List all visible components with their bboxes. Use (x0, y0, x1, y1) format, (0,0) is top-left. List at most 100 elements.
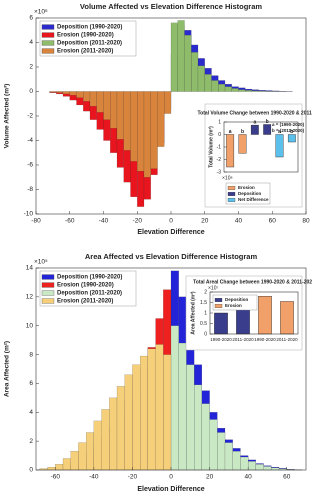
y-tick-label: 4 (29, 39, 33, 46)
y-tick-label: 12 (26, 294, 34, 301)
bar (226, 134, 235, 168)
legend-swatch (41, 48, 55, 54)
y-tick-label: -10 (24, 211, 34, 218)
histogram-bar (201, 403, 210, 471)
histogram-bar (89, 91, 97, 107)
legend-label: Erosion (2011-2020) (57, 299, 113, 305)
histogram-bar (137, 91, 145, 172)
x-axis-label: Elevation Difference (137, 486, 204, 493)
bar (287, 134, 296, 143)
histogram-bar (170, 22, 178, 92)
x-tick-label: -80 (31, 218, 41, 225)
histogram-bar (255, 464, 264, 471)
legend-swatch (41, 24, 55, 30)
x-tick-label: 80 (302, 218, 310, 225)
legend-swatch (41, 298, 55, 304)
x-tick-label: 20 (206, 474, 214, 481)
y-tick-label: 14 (26, 265, 34, 272)
y-tick-label: -4 (27, 137, 33, 144)
histogram-bar (78, 442, 87, 471)
y-tick-label: 2 (29, 438, 33, 445)
y-tick-label: 2 (204, 289, 207, 295)
legend-label: Deposition (2011-2020) (57, 291, 122, 297)
histogram-bar (177, 20, 185, 92)
legend-label: Erosion (1990-2020) (57, 283, 114, 289)
bar-label: b (290, 129, 293, 135)
histogram-bar (263, 466, 272, 471)
histogram-bar (109, 397, 118, 471)
x-tick-label: 40 (235, 218, 243, 225)
x-tick-label: 60 (269, 218, 277, 225)
annotation: a = (1990-2020) (272, 122, 305, 127)
histogram-bar (83, 91, 91, 102)
chart-title: Total Volume Change between 1990-2020 & … (197, 110, 312, 116)
legend-swatch (41, 274, 55, 280)
chart-title: Area Affected vs Elevation Difference Hi… (85, 252, 258, 261)
bar (280, 301, 294, 335)
legend-label: Deposition (225, 297, 249, 302)
histogram-bar (191, 52, 199, 92)
histogram-bar (209, 419, 218, 471)
histogram-bar (130, 91, 138, 162)
y-tick-label: 10 (26, 322, 34, 329)
histogram-bar (62, 458, 71, 471)
y-tick-label: -8 (27, 186, 33, 193)
histogram-bar (238, 89, 246, 92)
histogram-bar (157, 91, 165, 147)
bar-label: a (253, 119, 256, 125)
histogram-bar (76, 91, 84, 98)
histogram-bar (271, 467, 280, 471)
histogram-bar (170, 325, 179, 471)
legend-label: Erosion (238, 185, 255, 190)
y-exponent: ×10⁶ (34, 9, 48, 16)
histogram-bar (147, 348, 156, 471)
histogram-bar (62, 91, 70, 95)
x-tick-label: -20 (133, 218, 143, 225)
x-tick-label: -60 (51, 474, 61, 481)
legend-label: Deposition (238, 191, 262, 196)
histogram-bar (93, 420, 102, 471)
x-tick-label: 2011-2020 (276, 337, 298, 342)
histogram-bar (116, 91, 124, 140)
x-tick-label: -40 (89, 474, 99, 481)
legend-label: Erosion (225, 303, 242, 308)
legend-label: Erosion (1990-2020) (57, 33, 114, 39)
x-tick-label: -60 (65, 218, 75, 225)
y-tick-label: 0 (29, 88, 33, 95)
legend-swatch (41, 282, 55, 288)
plot-frame (35, 17, 307, 215)
legend-box (39, 270, 137, 307)
y-tick-label: 8 (29, 351, 33, 358)
legend-swatch (214, 304, 223, 308)
bar (214, 312, 228, 335)
histogram-bar (197, 65, 205, 92)
legend-box (212, 294, 258, 311)
y-exponent: ×10⁵ (34, 259, 48, 266)
histogram-bar (178, 342, 187, 471)
histogram-bar (103, 91, 111, 120)
histogram-bar (140, 355, 148, 471)
y-tick-label: 2 (29, 64, 33, 71)
chart-title: Volume Affected vs Elevation Difference … (80, 2, 262, 11)
figure: Volume Affected vs Elevation Difference … (4, 2, 312, 493)
histogram-bar (69, 91, 77, 96)
annotation: b = (2011-2020) (272, 128, 305, 133)
legend-swatch (41, 32, 55, 38)
histogram-bar (240, 456, 249, 471)
legend-box (39, 20, 137, 57)
x-tick-label: 60 (283, 474, 291, 481)
bar-label: a (229, 129, 232, 135)
y-tick-label: -2 (27, 113, 33, 120)
x-tick-label: 0 (169, 218, 173, 225)
plot-frame (223, 121, 299, 173)
legend-label: Deposition (2011-2020) (57, 41, 122, 47)
x-tick-label: -20 (128, 474, 138, 481)
bar (258, 296, 272, 335)
y-tick-label: 6 (29, 15, 33, 22)
y-tick-label: 1 (204, 310, 207, 316)
x-tick-label: 20 (201, 218, 209, 225)
histogram-bar (248, 461, 256, 471)
histogram-bar (251, 90, 259, 92)
histogram-bar (116, 386, 125, 471)
x-tick-label: 0 (169, 474, 173, 481)
